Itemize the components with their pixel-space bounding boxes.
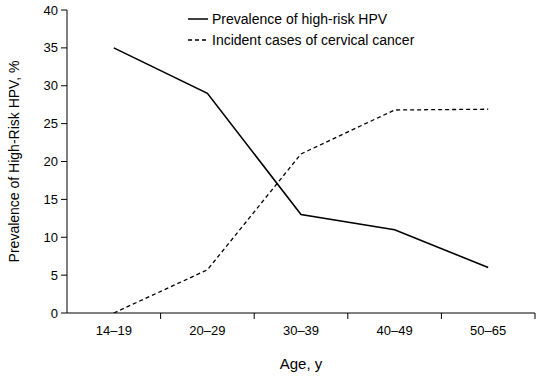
y-tick: [61, 85, 67, 86]
x-axis-label: Age, y: [280, 355, 323, 372]
y-tick: [61, 161, 67, 162]
legend-label: Prevalence of high-risk HPV: [212, 11, 388, 27]
series-line: [114, 48, 488, 268]
y-tick: [61, 10, 67, 11]
chart-container: 0 5 10 15 20 25 30 35 40 14–19 20–29 30–39 40–49 50–6…: [0, 0, 539, 379]
x-tick-label: 30–39: [283, 323, 319, 338]
y-tick-label: 15: [44, 192, 58, 207]
legend-swatch: [188, 39, 208, 41]
x-axis-line: [67, 313, 535, 314]
x-tick: [347, 313, 348, 319]
x-tick-label: 14–19: [96, 323, 132, 338]
y-tick-label: 25: [44, 116, 58, 131]
background: [0, 0, 539, 379]
x-tick: [535, 313, 536, 319]
y-tick-label: 40: [44, 3, 58, 18]
chart-svg: 0 5 10 15 20 25 30 35 40 14–19 20–29 30–39 40–49 50–6…: [0, 0, 539, 379]
legend-label: Incident cases of cervical cancer: [212, 32, 415, 48]
y-tick-label: 10: [44, 230, 58, 245]
y-tick-label: 30: [44, 78, 58, 93]
y-tick-label: 20: [44, 154, 58, 169]
x-tick-label: 50–65: [470, 323, 506, 338]
y-tick: [61, 123, 67, 124]
legend-swatch: [188, 18, 208, 20]
y-tick: [61, 275, 67, 276]
x-tick-label: 40–49: [377, 323, 413, 338]
x-tick-label: 20–29: [189, 323, 225, 338]
legend: Prevalence of high-risk HPV Incident case…: [188, 11, 415, 48]
series-line: [114, 109, 488, 313]
y-tick: [61, 47, 67, 48]
y-tick: [61, 237, 67, 238]
y-tick-label: 0: [51, 306, 58, 321]
y-tick-label: 35: [44, 40, 58, 55]
y-axis-label: Prevalence of High-Risk HPV, %: [6, 61, 22, 263]
y-tick: [61, 313, 67, 314]
x-tick: [160, 313, 161, 319]
x-tick: [441, 313, 442, 319]
x-tick: [254, 313, 255, 319]
y-tick: [61, 199, 67, 200]
plot-area: [114, 48, 488, 313]
y-tick-label: 5: [51, 268, 58, 283]
